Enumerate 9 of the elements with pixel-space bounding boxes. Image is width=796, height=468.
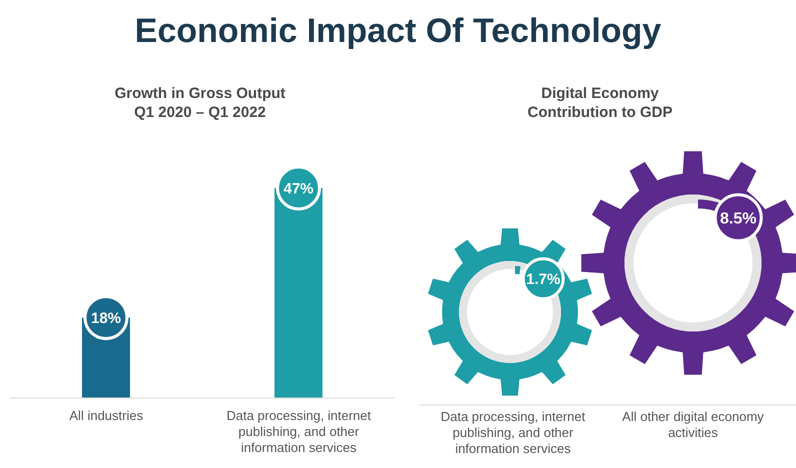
x-tick-label: All industries xyxy=(69,408,144,423)
data-label: 1.7% xyxy=(526,271,560,288)
data-label: 18% xyxy=(90,310,122,327)
text: Digital Economy Contribution to GDP xyxy=(528,85,672,121)
category-label: All other digital economy activities xyxy=(622,409,764,440)
chart-title: Economic Impact Of Technology xyxy=(134,12,662,50)
data-label: 47% xyxy=(283,180,314,198)
data-label: 8.5% xyxy=(720,210,756,228)
chart-subtitle: Growth in Gross Output Q1 2020 – Q1 2022 xyxy=(114,85,286,121)
